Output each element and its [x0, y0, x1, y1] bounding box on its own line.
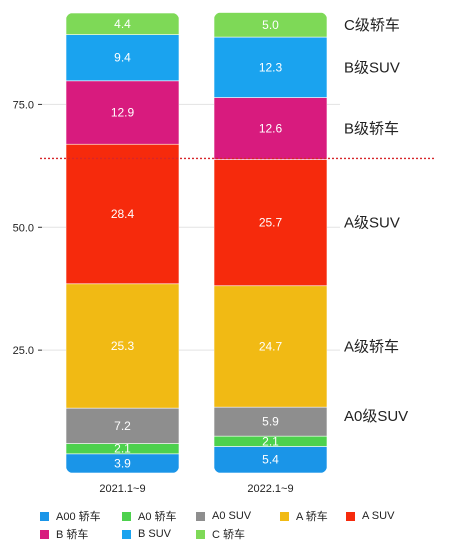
data-label: 5.0: [262, 18, 279, 32]
segment-label: A级SUV: [344, 215, 400, 232]
legend-label: A00 轿车: [56, 511, 101, 523]
legend-item: A0 SUV: [196, 508, 251, 524]
data-label: 2.1: [114, 442, 131, 456]
data-label: 5.9: [262, 415, 279, 429]
bar-segment: [66, 34, 179, 82]
y-tick-label: 75.0: [13, 99, 34, 111]
data-label: 7.2: [114, 419, 131, 433]
bar-segment: [66, 143, 179, 285]
data-label: 12.3: [259, 60, 283, 74]
legend-swatch: [122, 529, 131, 539]
legend-item: A0 轿车: [122, 508, 177, 524]
legend-item: B 轿车: [40, 526, 88, 542]
legend-item: B SUV: [122, 526, 171, 542]
bar-segment: [66, 407, 179, 444]
bar-segment: [66, 13, 179, 35]
data-label: 25.7: [259, 216, 283, 230]
segment-labels: C级轿车 B级SUV B级轿车 A级SUV A级轿车 A0级SUV: [344, 17, 408, 425]
bar-segment: [214, 285, 327, 408]
bar-segment: [214, 12, 327, 38]
data-label: 12.6: [259, 121, 283, 135]
x-tick-label: 2022.1~9: [247, 483, 293, 495]
legend-item: A00 轿车: [40, 508, 101, 524]
bar-segment: [214, 406, 327, 437]
data-label: 4.4: [114, 17, 131, 31]
y-tick-label: 25.0: [13, 345, 34, 357]
data-label: 2.1: [262, 434, 279, 448]
legend-label: C 轿车: [212, 529, 245, 541]
legend-label: A SUV: [362, 510, 395, 522]
bar-segment: [214, 97, 327, 160]
legend-label: A0 SUV: [212, 510, 252, 522]
y-tick-label: 50.0: [13, 222, 34, 234]
legend-label: A 轿车: [296, 511, 328, 523]
data-label: 5.4: [262, 453, 279, 467]
legend-item: A 轿车: [280, 508, 328, 524]
segment-label: A0级SUV: [344, 408, 408, 425]
legend-swatch: [40, 529, 49, 539]
bar-stack: [214, 12, 327, 474]
data-label: 3.9: [114, 456, 131, 470]
x-axis: 2021.1~9 2022.1~9: [99, 483, 293, 495]
legend-swatch: [196, 511, 205, 521]
segment-label: C级轿车: [344, 17, 400, 34]
segment-label: B级轿车: [344, 120, 399, 137]
legend-swatch: [280, 511, 289, 521]
bar-segment: [214, 36, 327, 98]
legend-swatch: [196, 529, 205, 539]
legend-item: A SUV: [346, 508, 394, 524]
bar-segment: [66, 283, 179, 409]
segment-label: B级SUV: [344, 59, 400, 76]
data-label: 25.3: [111, 339, 135, 353]
data-label: 28.4: [111, 207, 135, 221]
y-axis: 25.0 50.0 75.0: [13, 99, 42, 357]
data-label: 12.9: [111, 106, 135, 120]
legend-swatch: [40, 511, 49, 521]
bars: 3.92.17.225.328.412.99.44.45.42.15.924.7…: [66, 12, 327, 474]
legend-swatch: [346, 511, 355, 521]
legend-label: B SUV: [138, 528, 172, 540]
segment-label: A级轿车: [344, 338, 399, 355]
data-label: 24.7: [259, 339, 283, 353]
legend-label: B 轿车: [56, 529, 89, 541]
bar-stack: [66, 13, 179, 473]
legend-item: C 轿车: [196, 526, 245, 542]
bar-segment: [214, 159, 327, 287]
x-tick-label: 2021.1~9: [99, 483, 145, 495]
legend-swatch: [122, 511, 131, 521]
data-label: 9.4: [114, 51, 131, 65]
legend-label: A0 轿车: [138, 511, 177, 523]
